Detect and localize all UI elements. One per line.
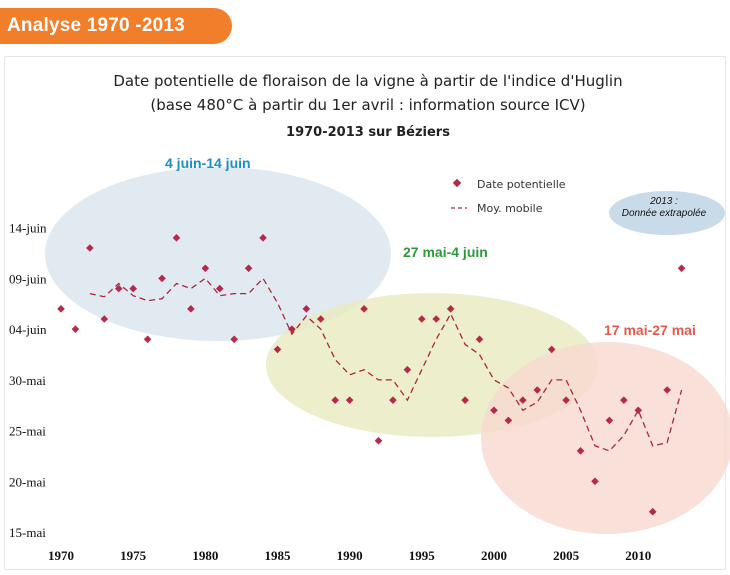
data-point <box>302 305 311 313</box>
x-tick-label: 1990 <box>337 548 363 563</box>
data-point <box>504 416 513 425</box>
data-point <box>57 305 65 313</box>
zone-ellipse-red <box>481 342 730 534</box>
data-point <box>244 264 253 273</box>
y-tick-label: 20-mai <box>9 474 46 489</box>
data-point <box>446 305 455 313</box>
data-point <box>533 386 542 394</box>
note-line-2: Donnée extrapolée <box>622 208 707 219</box>
legend-label-points: Date potentielle <box>477 178 566 191</box>
x-axis: 1970 1975 1980 1985 1990 1995 2000 2005 2010 <box>48 548 651 563</box>
data-point <box>461 396 469 404</box>
zone-ellipse-note <box>609 191 725 235</box>
data-point <box>172 234 181 242</box>
zone-ellipse-blue <box>45 167 391 341</box>
data-point <box>143 335 152 344</box>
x-tick-label: 1995 <box>409 548 436 563</box>
data-point <box>259 234 267 242</box>
legend: Date potentielle Moy. mobile <box>451 178 566 215</box>
data-point <box>634 406 643 415</box>
y-tick-label: 14-juin <box>9 221 47 236</box>
x-tick-label: 1985 <box>264 548 291 563</box>
data-point <box>374 436 383 445</box>
y-tick-label: 25-mai <box>9 424 46 439</box>
x-tick-label: 2005 <box>553 548 580 563</box>
data-point <box>288 325 296 333</box>
data-point <box>591 477 599 486</box>
y-tick-label: 15-mai <box>9 525 46 540</box>
chart-subtitle-period: 1970-2013 sur Béziers <box>286 125 450 140</box>
data-point <box>620 396 628 404</box>
chart-frame <box>4 56 726 570</box>
annotation-high-zone: 4 juin-14 juin <box>165 155 251 171</box>
annotation-mid-zone: 27 mai-4 juin <box>403 244 488 260</box>
legend-label-line: Moy. mobile <box>477 202 543 215</box>
data-point <box>475 335 484 344</box>
y-tick-label: 30-mai <box>9 373 46 388</box>
data-point <box>273 345 282 354</box>
analysis-tab-label: Analyse 1970 -2013 <box>0 8 232 44</box>
note-line-1: 2013 : <box>649 196 678 207</box>
y-tick-label: 04-juin <box>9 322 47 337</box>
data-point <box>215 284 224 293</box>
data-point <box>114 284 123 293</box>
zones-layer <box>45 167 730 534</box>
chart-title: Date potentielle de floraison de la vign… <box>113 72 622 90</box>
data-point <box>316 315 325 323</box>
data-point <box>389 396 397 404</box>
data-point <box>432 315 441 323</box>
data-point <box>648 507 657 516</box>
x-tick-label: 1970 <box>48 548 74 563</box>
y-tick-label: 09-juin <box>9 271 47 286</box>
data-point <box>576 447 585 455</box>
data-point <box>547 345 556 354</box>
x-tick-label: 1975 <box>120 548 147 563</box>
x-tick-label: 2000 <box>481 548 507 563</box>
data-point <box>230 335 238 344</box>
x-tick-label: 2010 <box>625 548 651 563</box>
data-point <box>519 396 527 404</box>
data-point <box>129 284 137 293</box>
data-point <box>187 305 195 313</box>
data-point <box>605 416 614 425</box>
data-point <box>345 396 354 404</box>
x-tick-label: 1980 <box>192 548 218 563</box>
data-point <box>71 325 80 333</box>
data-point <box>562 396 570 404</box>
data-point <box>677 264 686 273</box>
data-point <box>100 315 109 323</box>
data-point <box>417 315 426 323</box>
chart-subtitle: (base 480°C à partir du 1er avril : info… <box>150 96 585 114</box>
annotation-low-zone: 17 mai-27 mai <box>604 322 696 338</box>
data-point <box>403 365 412 374</box>
data-point <box>201 264 210 273</box>
data-point <box>158 274 166 283</box>
data-point <box>331 396 340 404</box>
data-point <box>490 406 498 415</box>
data-point <box>663 386 671 394</box>
data-point <box>360 305 368 313</box>
legend-marker-icon <box>452 178 462 188</box>
data-point <box>86 244 94 252</box>
points-layer <box>57 234 686 516</box>
y-axis: 15-mai 20-mai 25-mai 30-mai 04-juin 09-juin 14… <box>9 221 47 540</box>
